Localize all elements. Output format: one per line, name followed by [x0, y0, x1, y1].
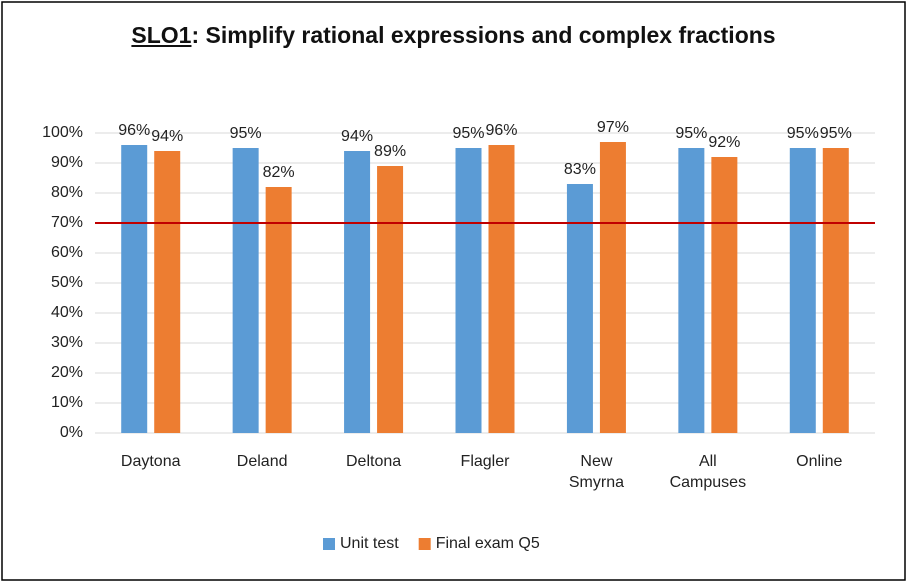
- chart-title: SLO1: Simplify rational expressions and …: [0, 18, 907, 52]
- data-label: 95%: [820, 125, 852, 142]
- data-label: 97%: [597, 119, 629, 136]
- title-prefix: SLO1: [131, 22, 192, 48]
- legend-swatch: [418, 538, 431, 550]
- x-tick-label: All Campuses: [669, 453, 747, 491]
- y-tick-label: 30%: [51, 334, 83, 351]
- data-label: 96%: [485, 122, 517, 139]
- bar: [789, 148, 816, 433]
- data-label: 95%: [787, 125, 819, 142]
- y-tick-label: 40%: [51, 304, 83, 321]
- bar: [599, 142, 626, 433]
- bar: [455, 148, 482, 433]
- bar: [566, 184, 593, 433]
- legend-swatch: [323, 538, 335, 550]
- y-tick-label: 90%: [51, 154, 83, 171]
- data-label: 92%: [708, 134, 740, 151]
- data-label: 95%: [675, 125, 707, 142]
- legend-label: Final exam Q5: [436, 535, 540, 552]
- y-tick-label: 50%: [51, 274, 83, 291]
- bar: [154, 151, 181, 433]
- data-label: 82%: [263, 164, 295, 181]
- x-tick-label: New Smyrna: [568, 453, 624, 491]
- data-label: 94%: [151, 128, 183, 145]
- y-tick-label: 80%: [51, 184, 83, 201]
- y-tick-label: 70%: [51, 214, 83, 231]
- y-tick-label: 60%: [51, 244, 83, 261]
- bar: [344, 151, 371, 433]
- bar: [488, 145, 515, 433]
- bar: [121, 145, 148, 433]
- bar: [678, 148, 705, 433]
- y-tick-label: 10%: [51, 394, 83, 411]
- y-tick-label: 0%: [60, 424, 83, 441]
- x-tick-label: Flagler: [460, 453, 510, 470]
- bar: [822, 148, 849, 433]
- data-label: 89%: [374, 143, 406, 160]
- y-tick-label: 20%: [51, 364, 83, 381]
- x-tick-label: Deltona: [345, 453, 402, 470]
- title-rest: : Simplify rational expressions and comp…: [191, 22, 776, 48]
- data-label: 83%: [564, 161, 596, 178]
- x-tick-label: Online: [796, 453, 843, 470]
- data-label: 94%: [341, 128, 373, 145]
- y-tick-label: 100%: [42, 124, 83, 141]
- legend-label: Unit test: [340, 535, 399, 552]
- x-tick-label: Daytona: [120, 453, 181, 470]
- bar: [232, 148, 259, 433]
- x-tick-label: Deland: [236, 453, 288, 470]
- bar: [377, 166, 404, 433]
- bar: [265, 187, 292, 433]
- data-label: 96%: [118, 122, 150, 139]
- data-label: 95%: [230, 125, 262, 142]
- bar: [711, 157, 738, 433]
- data-label: 95%: [452, 125, 484, 142]
